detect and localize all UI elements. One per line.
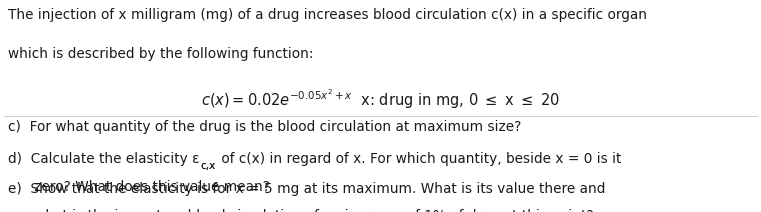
Text: c,x: c,x	[201, 161, 216, 171]
Text: d)  Calculate the elasticity ε: d) Calculate the elasticity ε	[8, 152, 199, 166]
Text: zero? What does this value mean?: zero? What does this value mean?	[8, 180, 269, 194]
Text: which is described by the following function:: which is described by the following func…	[8, 47, 313, 61]
Text: of c(x) in regard of x. For which quantity, beside x = 0 is it: of c(x) in regard of x. For which quanti…	[218, 152, 622, 166]
Text: $c(x) = 0.02e^{-0.05x^2+x}$  x: drug in mg, 0 $\leq$ x $\leq$ 20: $c(x) = 0.02e^{-0.05x^2+x}$ x: drug in m…	[201, 87, 560, 110]
Text: what is the impact on blood circulation of an increase of 1% of drug at this poi: what is the impact on blood circulation …	[8, 209, 594, 212]
Text: e)  Show that the elasticity is for x = 5 mg at its maximum. What is its value t: e) Show that the elasticity is for x = 5…	[8, 182, 605, 196]
Text: The injection of x milligram (mg) of a drug increases blood circulation c(x) in : The injection of x milligram (mg) of a d…	[8, 8, 647, 22]
Text: c)  For what quantity of the drug is the blood circulation at maximum size?: c) For what quantity of the drug is the …	[8, 120, 521, 134]
Text: c,x: c,x	[201, 161, 216, 171]
